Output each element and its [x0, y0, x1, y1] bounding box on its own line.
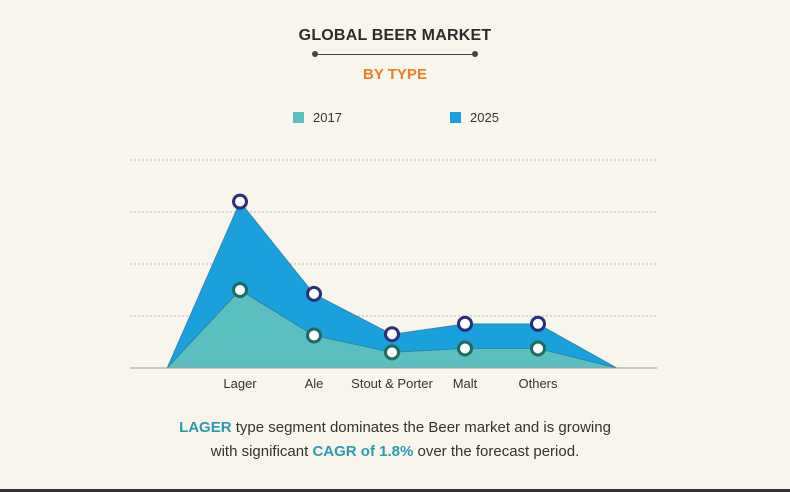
bottom-border — [0, 489, 790, 492]
caption-text-1: type segment dominates the Beer market a… — [231, 419, 611, 436]
chart-subtitle: BY TYPE — [363, 66, 427, 83]
title-divider — [315, 54, 475, 55]
area-chart: Lager Ale Stout & Porter Malt Others — [130, 159, 657, 391]
caption-highlight-lager: LAGER — [179, 419, 232, 436]
data-point-2017-4 — [530, 340, 546, 357]
legend-swatch-2017 — [293, 112, 304, 123]
x-tick-label: Others — [518, 376, 558, 391]
x-tick-label: Malt — [453, 376, 478, 391]
data-point-2017-0 — [232, 282, 248, 298]
x-tick-label: Lager — [223, 376, 257, 391]
data-point-2017-1 — [306, 327, 322, 344]
data-point-2025-0 — [232, 193, 248, 210]
divider-dot-left — [312, 51, 318, 57]
data-point-2025-1 — [306, 285, 322, 302]
area-series-2017 — [166, 289, 618, 369]
chart-caption: LAGER type segment dominates the Beer ma… — [0, 416, 790, 464]
x-tick-label: Ale — [305, 376, 324, 391]
caption-text-3: over the forecast period. — [413, 443, 580, 460]
caption-highlight-cagr: CAGR of 1.8% — [312, 443, 414, 460]
legend-label-2025: 2025 — [470, 110, 499, 125]
legend-label-2017: 2017 — [313, 110, 342, 125]
data-point-2025-4 — [530, 315, 546, 332]
legend-item-2025: 2025 — [450, 110, 499, 125]
data-point-2017-2 — [384, 344, 400, 361]
chart-title: GLOBAL BEER MARKET — [298, 27, 492, 44]
legend-swatch-2025 — [450, 112, 461, 123]
data-point-2025-2 — [384, 326, 400, 343]
data-point-2017-3 — [457, 340, 473, 357]
data-point-2025-3 — [457, 315, 473, 332]
x-tick-label: Stout & Porter — [351, 376, 433, 391]
caption-text-2: with significant — [210, 443, 313, 460]
divider-dot-right — [472, 51, 478, 57]
legend-item-2017: 2017 — [293, 110, 342, 125]
